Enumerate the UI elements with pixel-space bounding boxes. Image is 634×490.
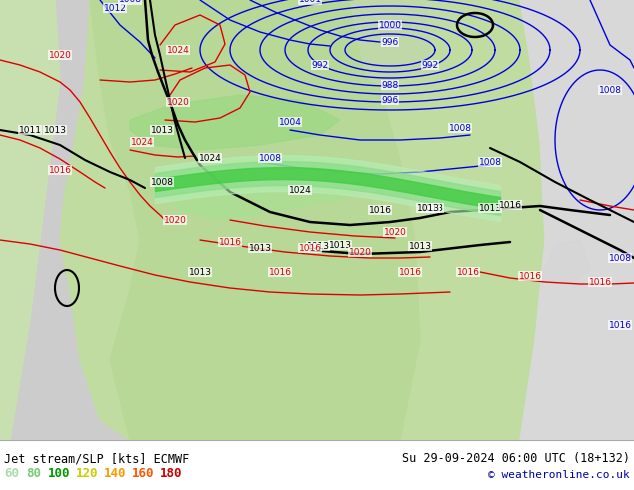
Text: 1016: 1016 bbox=[456, 268, 479, 276]
Text: 1013: 1013 bbox=[44, 125, 67, 135]
Text: 1020: 1020 bbox=[164, 216, 186, 224]
Text: 1013: 1013 bbox=[408, 242, 432, 250]
Text: 100: 100 bbox=[48, 467, 70, 480]
Text: 1016: 1016 bbox=[299, 244, 321, 252]
Polygon shape bbox=[60, 0, 620, 440]
Text: 60: 60 bbox=[4, 467, 19, 480]
Text: 1013: 1013 bbox=[188, 268, 212, 276]
Polygon shape bbox=[520, 0, 634, 440]
Polygon shape bbox=[350, 0, 430, 85]
Polygon shape bbox=[540, 240, 590, 285]
Text: 140: 140 bbox=[104, 467, 127, 480]
Text: 992: 992 bbox=[311, 60, 328, 70]
Polygon shape bbox=[90, 0, 420, 440]
Text: 120: 120 bbox=[76, 467, 98, 480]
Text: 1016: 1016 bbox=[399, 268, 422, 276]
Text: 1008: 1008 bbox=[259, 153, 281, 163]
Text: 1008: 1008 bbox=[598, 85, 621, 95]
Text: 1008: 1008 bbox=[609, 253, 631, 263]
Text: 1016: 1016 bbox=[269, 268, 292, 276]
Text: 1020: 1020 bbox=[49, 50, 72, 59]
Text: 996: 996 bbox=[382, 96, 399, 104]
Text: 180: 180 bbox=[160, 467, 183, 480]
Text: 1004: 1004 bbox=[278, 118, 301, 126]
Text: 1012: 1012 bbox=[103, 3, 126, 13]
Text: 988: 988 bbox=[382, 80, 399, 90]
Text: 1013: 1013 bbox=[328, 241, 351, 249]
Text: 80: 80 bbox=[26, 467, 41, 480]
Text: 1008: 1008 bbox=[479, 157, 501, 167]
Text: 1000: 1000 bbox=[378, 21, 401, 29]
Text: 1016: 1016 bbox=[519, 271, 541, 280]
Text: 1016: 1016 bbox=[498, 200, 522, 210]
Text: 1011: 1011 bbox=[18, 125, 41, 135]
Text: 1013: 1013 bbox=[479, 203, 501, 213]
Text: 1013: 1013 bbox=[420, 203, 444, 213]
Text: 1016: 1016 bbox=[219, 238, 242, 246]
Text: 1001: 1001 bbox=[299, 0, 321, 4]
Text: 1024: 1024 bbox=[198, 153, 221, 163]
Polygon shape bbox=[0, 0, 60, 440]
Text: 1024: 1024 bbox=[131, 138, 153, 147]
Text: 1024: 1024 bbox=[288, 186, 311, 195]
Text: 1013: 1013 bbox=[249, 244, 271, 252]
Text: 1016: 1016 bbox=[368, 205, 392, 215]
Text: 1016: 1016 bbox=[48, 166, 72, 174]
Text: 1013: 1013 bbox=[306, 242, 330, 250]
Text: 1016: 1016 bbox=[609, 320, 631, 329]
Text: 1008: 1008 bbox=[448, 123, 472, 132]
Text: Jet stream/SLP [kts] ECMWF: Jet stream/SLP [kts] ECMWF bbox=[4, 452, 190, 465]
Text: 1024: 1024 bbox=[167, 46, 190, 54]
Polygon shape bbox=[130, 95, 340, 150]
Text: 1020: 1020 bbox=[349, 247, 372, 256]
Text: 1008: 1008 bbox=[150, 177, 174, 187]
Text: 992: 992 bbox=[422, 60, 439, 70]
Text: 1020: 1020 bbox=[384, 227, 406, 237]
Text: 1016: 1016 bbox=[588, 277, 612, 287]
Text: 1013: 1013 bbox=[417, 203, 439, 213]
Text: © weatheronline.co.uk: © weatheronline.co.uk bbox=[488, 470, 630, 480]
Text: 1020: 1020 bbox=[167, 98, 190, 106]
Text: 1013: 1013 bbox=[150, 125, 174, 135]
Text: Su 29-09-2024 06:00 UTC (18+132): Su 29-09-2024 06:00 UTC (18+132) bbox=[402, 452, 630, 465]
Polygon shape bbox=[160, 155, 360, 220]
Text: 996: 996 bbox=[382, 38, 399, 47]
Text: 1008: 1008 bbox=[119, 0, 141, 4]
Text: 160: 160 bbox=[132, 467, 155, 480]
